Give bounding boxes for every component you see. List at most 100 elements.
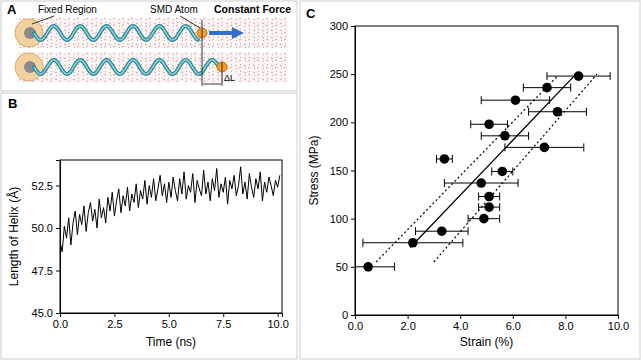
error-cap: [570, 84, 571, 92]
tick-label: 47.5: [32, 265, 53, 277]
figure: AFixed RegionSMD AtomConstant ForceΔLB0.…: [0, 0, 641, 360]
error-cap: [518, 179, 519, 187]
axis-left: 45.0 47.5 50.0 52.5: [32, 161, 61, 320]
tick: 10.0: [267, 313, 288, 330]
helix: [34, 60, 218, 74]
data-point: [497, 167, 507, 177]
axis-line: [61, 314, 283, 318]
tick-label: 6.0: [506, 320, 521, 332]
delta-guide: [222, 62, 223, 86]
error-cap: [499, 215, 500, 223]
tick-mark: [351, 74, 355, 75]
error-cap: [436, 155, 437, 163]
fit-line: [376, 76, 557, 262]
error-cap: [528, 108, 529, 116]
tick-label: 10.0: [267, 318, 288, 330]
error-cap: [549, 96, 550, 104]
tick: 50.0: [32, 222, 60, 234]
tick-mark: [618, 315, 619, 319]
data-point: [476, 178, 486, 188]
axis-title: Time (ns): [146, 335, 196, 349]
tick: 250: [330, 68, 355, 80]
axis-title: Stress (MPa): [307, 135, 321, 205]
error-cap: [470, 120, 471, 128]
tick-label: 50.0: [32, 222, 53, 234]
tick: 200: [330, 116, 355, 128]
tick: 100: [330, 213, 355, 225]
tick: 0.0: [348, 315, 363, 332]
panel-border: [1, 93, 297, 359]
tick-label: 0: [342, 309, 348, 321]
tick-label: 8.0: [558, 320, 573, 332]
tick-mark: [408, 315, 409, 319]
error-cap: [462, 239, 463, 247]
error-cap: [478, 193, 479, 201]
data-point: [408, 238, 418, 248]
data-point: [511, 95, 521, 105]
tick-mark: [114, 313, 115, 317]
fit-line: [410, 74, 576, 247]
tick-mark: [513, 315, 514, 319]
panel-border: [1, 1, 297, 91]
error-cap: [452, 155, 453, 163]
tick-label: 300: [330, 20, 348, 32]
tick: 52.5: [32, 180, 60, 192]
tick-label: 250: [330, 68, 348, 80]
error-cap: [499, 203, 500, 211]
data-point: [542, 83, 552, 93]
error-cap: [499, 193, 500, 201]
axis-bottom: 0.0 2.5 5.0 7.5 10.0: [53, 313, 289, 330]
panel-border: [300, 1, 640, 359]
error-cap: [583, 143, 584, 151]
force-arrowhead: [232, 27, 244, 39]
tick: 300: [330, 20, 355, 32]
fixed-region: [15, 19, 43, 47]
tick-mark: [351, 122, 355, 123]
tick-mark: [56, 186, 60, 187]
error-cap: [504, 143, 505, 151]
plot-frame: [60, 160, 282, 313]
label: SMD Atom: [150, 4, 198, 15]
tick-label: 7.5: [216, 318, 231, 330]
error-cap: [586, 108, 587, 116]
fixed-region: [15, 53, 43, 81]
axis-title: Length of Helix (Å): [6, 187, 21, 286]
data-point: [440, 154, 450, 164]
pointer: [32, 16, 54, 24]
tick-label: 50: [336, 261, 348, 273]
error-cap: [468, 215, 469, 223]
helix-highlight: [34, 60, 218, 74]
tick-mark: [169, 313, 170, 317]
tick: 0.0: [53, 313, 68, 330]
tick: 2.5: [107, 313, 122, 330]
helix: [34, 26, 198, 40]
tick-label: 45.0: [32, 307, 53, 319]
data-point: [484, 202, 494, 212]
axis-left: 0 50 100 150 200 250 300: [330, 20, 356, 321]
data-point: [479, 214, 489, 224]
water-box: [16, 52, 288, 82]
axis-line: [356, 316, 619, 320]
error-cap: [468, 227, 469, 235]
tick: 4.0: [453, 315, 468, 332]
tick-mark: [460, 315, 461, 319]
label: Fixed Region: [38, 4, 97, 15]
axis-line: [56, 161, 61, 314]
tick-label: 150: [330, 165, 348, 177]
error-cap: [528, 132, 529, 140]
water-box: [16, 18, 288, 48]
error-cap: [444, 179, 445, 187]
tick: 5.0: [162, 313, 177, 330]
error-cap: [507, 120, 508, 128]
tick-mark: [351, 267, 355, 268]
tick: 150: [330, 165, 355, 177]
error-cap: [394, 263, 395, 271]
tick-label: 5.0: [162, 318, 177, 330]
error-bar: [355, 266, 394, 267]
panel-label: C: [306, 6, 316, 21]
data-point: [484, 119, 494, 129]
error-cap: [481, 132, 482, 140]
tick-mark: [278, 313, 279, 317]
tick-label: 2.0: [400, 320, 415, 332]
pointer: [180, 16, 200, 28]
